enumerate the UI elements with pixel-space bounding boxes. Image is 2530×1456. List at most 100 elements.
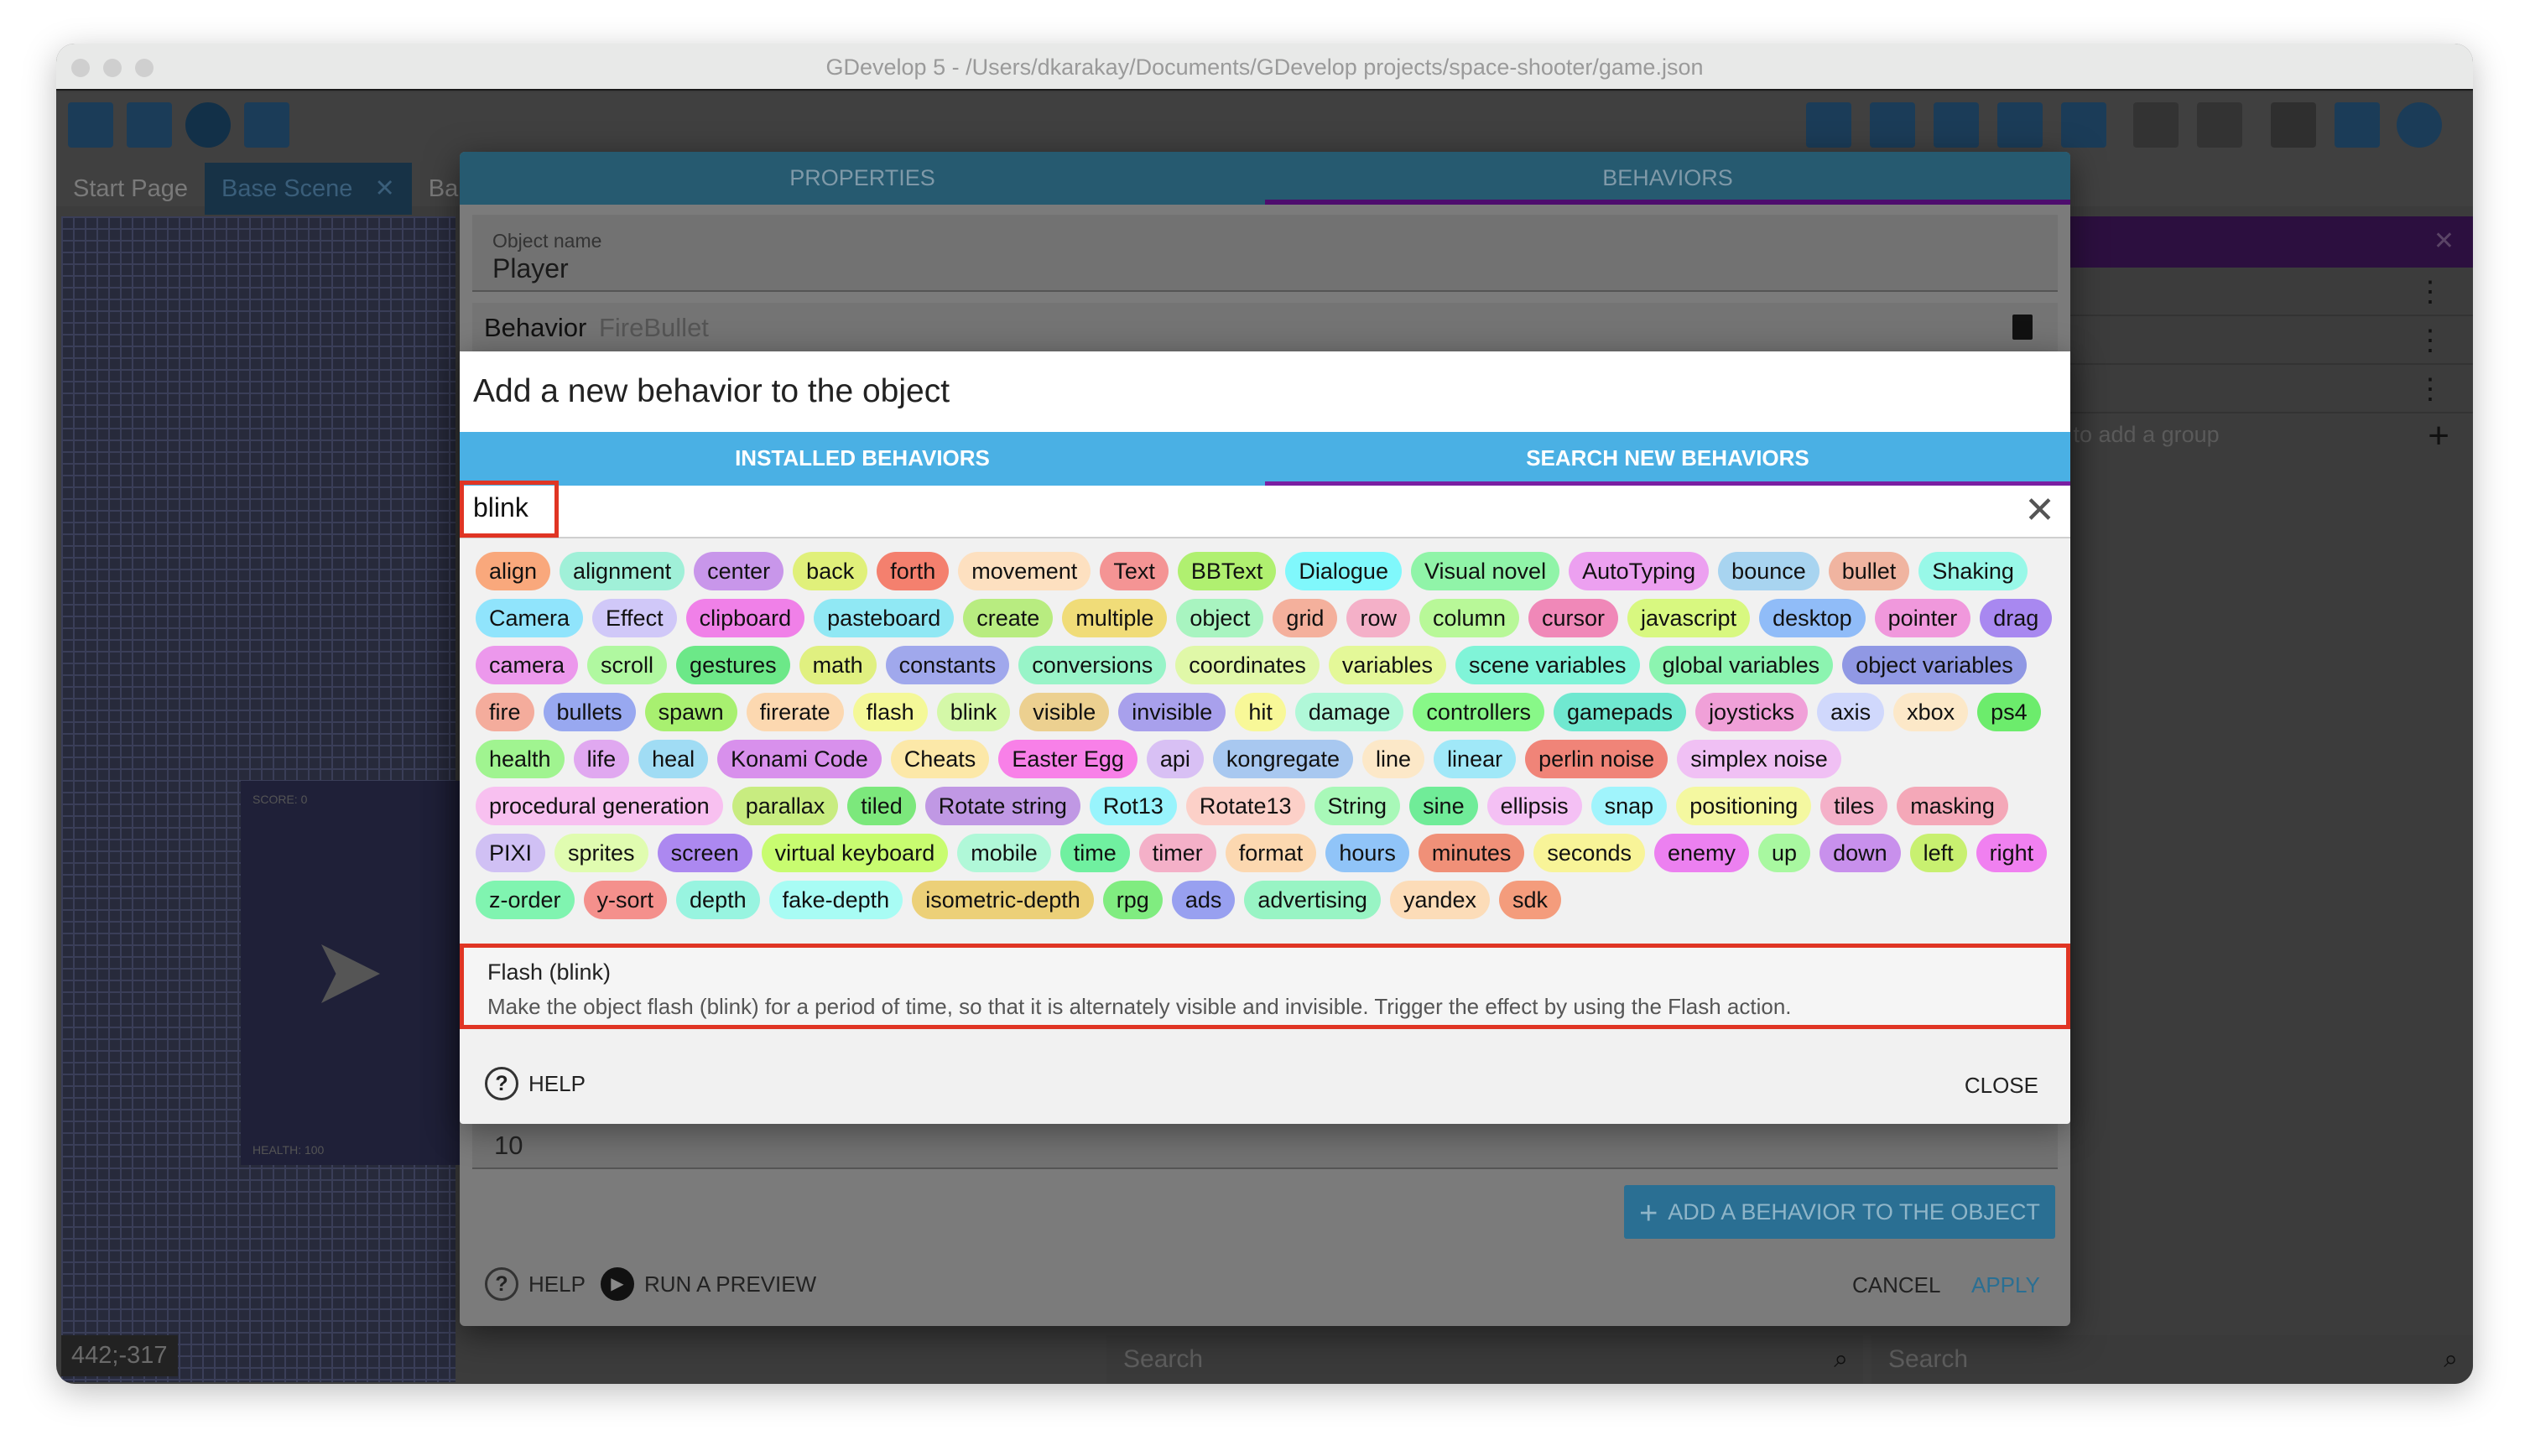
tag-chip[interactable]: Rot13 — [1089, 787, 1177, 825]
tag-chip[interactable]: sprites — [554, 834, 648, 872]
add-group-icon[interactable]: + — [2428, 415, 2449, 456]
layers-icon[interactable] — [2061, 102, 2106, 148]
tag-chip[interactable]: conversions — [1018, 646, 1167, 684]
close-button[interactable]: CLOSE — [1964, 1073, 2038, 1098]
tag-chip[interactable]: mobile — [957, 834, 1051, 872]
tag-chip[interactable]: left — [1909, 834, 1967, 872]
tag-chip[interactable]: coordinates — [1175, 646, 1320, 684]
tag-chip[interactable]: align — [476, 552, 551, 590]
tag-chip[interactable]: y-sort — [583, 881, 668, 919]
tag-chip[interactable]: BBText — [1177, 552, 1277, 590]
tag-chip[interactable]: up — [1758, 834, 1811, 872]
minimize-window-button[interactable] — [103, 59, 122, 77]
tag-chip[interactable]: yandex — [1389, 881, 1491, 919]
object-icon[interactable] — [1806, 102, 1851, 148]
tag-chip[interactable]: enemy — [1653, 834, 1750, 872]
play-icon[interactable] — [185, 102, 231, 148]
tag-chip[interactable]: ps4 — [1977, 693, 2041, 731]
tag-chip[interactable]: Shaking — [1918, 552, 2028, 590]
tag-chip[interactable]: time — [1059, 834, 1130, 872]
tag-chip[interactable]: joysticks — [1695, 693, 1809, 731]
tag-chip[interactable]: grid — [1273, 599, 1338, 637]
tag-chip[interactable]: perlin noise — [1525, 740, 1668, 778]
tag-chip[interactable]: blink — [936, 693, 1011, 731]
tab-properties[interactable]: PROPERTIES — [789, 165, 935, 190]
tag-chip[interactable]: Cheats — [890, 740, 990, 778]
tag-chip[interactable]: fake-depth — [768, 881, 903, 919]
tag-chip[interactable]: AutoTyping — [1569, 552, 1710, 590]
tag-chip[interactable]: column — [1419, 599, 1520, 637]
add-behavior-button[interactable]: + ADD A BEHAVIOR TO THE OBJECT — [1624, 1185, 2055, 1239]
value-field[interactable]: 10 — [472, 1124, 2058, 1169]
zoom-window-button[interactable] — [135, 59, 154, 77]
tag-chip[interactable]: kongregate — [1212, 740, 1354, 778]
tag-chip[interactable]: drag — [1980, 599, 2053, 637]
behavior-header[interactable]: Behavior FireBullet — [472, 303, 2058, 353]
tag-chip[interactable]: flash — [852, 693, 928, 731]
instances-list-icon[interactable] — [1997, 102, 2043, 148]
tag-chip[interactable]: hours — [1325, 834, 1409, 872]
tag-chip[interactable]: PIXI — [476, 834, 546, 872]
tag-chip[interactable]: String — [1314, 787, 1401, 825]
tag-chip[interactable]: depth — [676, 881, 760, 919]
tag-chip[interactable]: linear — [1434, 740, 1517, 778]
tag-chip[interactable]: back — [793, 552, 868, 590]
tag-chip[interactable]: bullets — [543, 693, 636, 731]
clear-search-icon[interactable]: ✕ — [2024, 490, 2055, 531]
tab-close-icon[interactable]: ✕ — [374, 175, 395, 202]
behavior-search-input[interactable] — [473, 492, 1899, 523]
tag-chip[interactable]: global variables — [1648, 646, 1834, 684]
search-bar-2[interactable]: Search ⌕ — [1871, 1335, 2473, 1384]
tag-chip[interactable]: rpg — [1102, 881, 1163, 919]
tag-chip[interactable]: fire — [476, 693, 534, 731]
help-button[interactable]: ? HELP — [485, 1267, 586, 1301]
cancel-button[interactable]: CANCEL — [1852, 1272, 1941, 1297]
tag-chip[interactable]: invisible — [1118, 693, 1226, 731]
tag-chip[interactable]: down — [1819, 834, 1901, 872]
tag-chip[interactable]: Visual novel — [1410, 552, 1560, 590]
tag-chip[interactable]: line — [1362, 740, 1425, 778]
zoom-icon[interactable] — [2397, 102, 2442, 148]
tab-search-new-behaviors[interactable]: SEARCH NEW BEHAVIORS — [1265, 432, 2070, 486]
search-bar-1[interactable]: Search ⌕ — [1106, 1335, 1863, 1384]
tab-behaviors[interactable]: BEHAVIORS — [1265, 152, 2070, 205]
tag-chip[interactable]: Rotate13 — [1185, 787, 1305, 825]
tag-chip[interactable]: sdk — [1499, 881, 1562, 919]
tag-chip[interactable]: pasteboard — [814, 599, 955, 637]
tag-chip[interactable]: life — [573, 740, 630, 778]
tag-chip[interactable]: heal — [638, 740, 709, 778]
tag-chip[interactable]: camera — [476, 646, 579, 684]
tag-chip[interactable]: center — [694, 552, 784, 590]
tag-chip[interactable]: procedural generation — [476, 787, 723, 825]
tag-chip[interactable]: Effect — [592, 599, 677, 637]
object-name-field[interactable]: Object name Player — [472, 215, 2058, 292]
tag-chip[interactable]: xbox — [1893, 693, 1969, 731]
tag-chip[interactable]: virtual keyboard — [761, 834, 949, 872]
tag-chip[interactable]: parallax — [731, 787, 839, 825]
tag-chip[interactable]: ads — [1171, 881, 1236, 919]
tag-chip[interactable]: clipboard — [685, 599, 805, 637]
tag-chip[interactable]: multiple — [1062, 599, 1168, 637]
tab-start-page[interactable]: Start Page — [73, 175, 189, 202]
add-group-hint[interactable]: ck to add a group — [2044, 422, 2220, 447]
tag-chip[interactable]: axis — [1817, 693, 1885, 731]
tag-chip[interactable]: advertising — [1244, 881, 1381, 919]
close-window-button[interactable] — [71, 59, 90, 77]
tag-chip[interactable]: gamepads — [1553, 693, 1687, 731]
run-preview-button[interactable]: ▶ RUN A PREVIEW — [601, 1267, 816, 1301]
trash-icon[interactable] — [2012, 315, 2033, 340]
tag-chip[interactable]: math — [799, 646, 877, 684]
tag-chip[interactable]: tiled — [847, 787, 916, 825]
tab-base-scene[interactable]: Base Scene ✕ — [205, 163, 412, 215]
tag-chip[interactable]: scroll — [587, 646, 668, 684]
help-button[interactable]: ? HELP — [485, 1067, 586, 1100]
tag-chip[interactable]: minutes — [1418, 834, 1525, 872]
tag-chip[interactable]: variables — [1328, 646, 1446, 684]
tag-chip[interactable]: cursor — [1528, 599, 1619, 637]
tag-chip[interactable]: bounce — [1718, 552, 1819, 590]
tag-chip[interactable]: ellipsis — [1486, 787, 1582, 825]
redo-icon[interactable] — [2197, 102, 2242, 148]
tag-chip[interactable]: row — [1346, 599, 1410, 637]
tag-chip[interactable]: api — [1146, 740, 1204, 778]
tag-chip[interactable]: timer — [1138, 834, 1216, 872]
